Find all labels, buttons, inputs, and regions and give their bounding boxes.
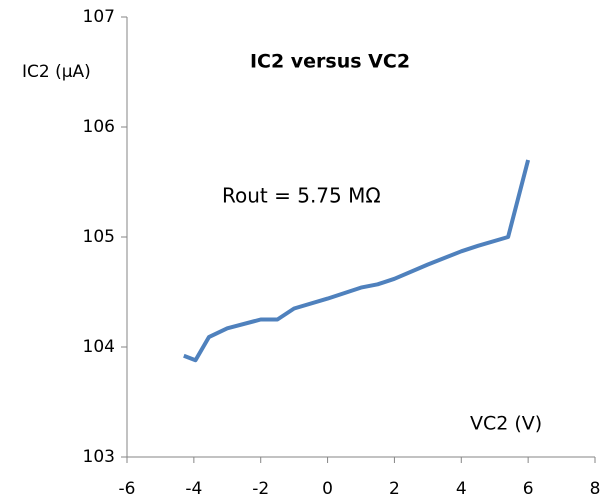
x-tick-label: -2 [252,479,269,499]
x-tick-label: 0 [322,479,333,499]
y-tick-label: 107 [83,7,115,27]
x-tick-label: 4 [456,479,467,499]
x-tick-label: 2 [389,479,400,499]
data-line [183,159,531,363]
x-tick-label: 6 [523,479,534,499]
x-tick-label: -4 [185,479,202,499]
chart-title: IC2 versus VC2 [250,51,410,73]
x-tick-label: -6 [119,479,136,499]
y-tick-label: 105 [83,227,115,247]
y-tick-label: 106 [83,117,115,137]
x-tick-label: 8 [590,479,601,499]
x-axis-label: VC2 (V) [470,413,542,435]
y-axis-label: IC2 (µA) [22,62,91,82]
y-tick-label: 104 [83,337,115,357]
y-tick-label: 103 [83,447,115,467]
annotation: Rout = 5.75 MΩ [222,184,381,208]
